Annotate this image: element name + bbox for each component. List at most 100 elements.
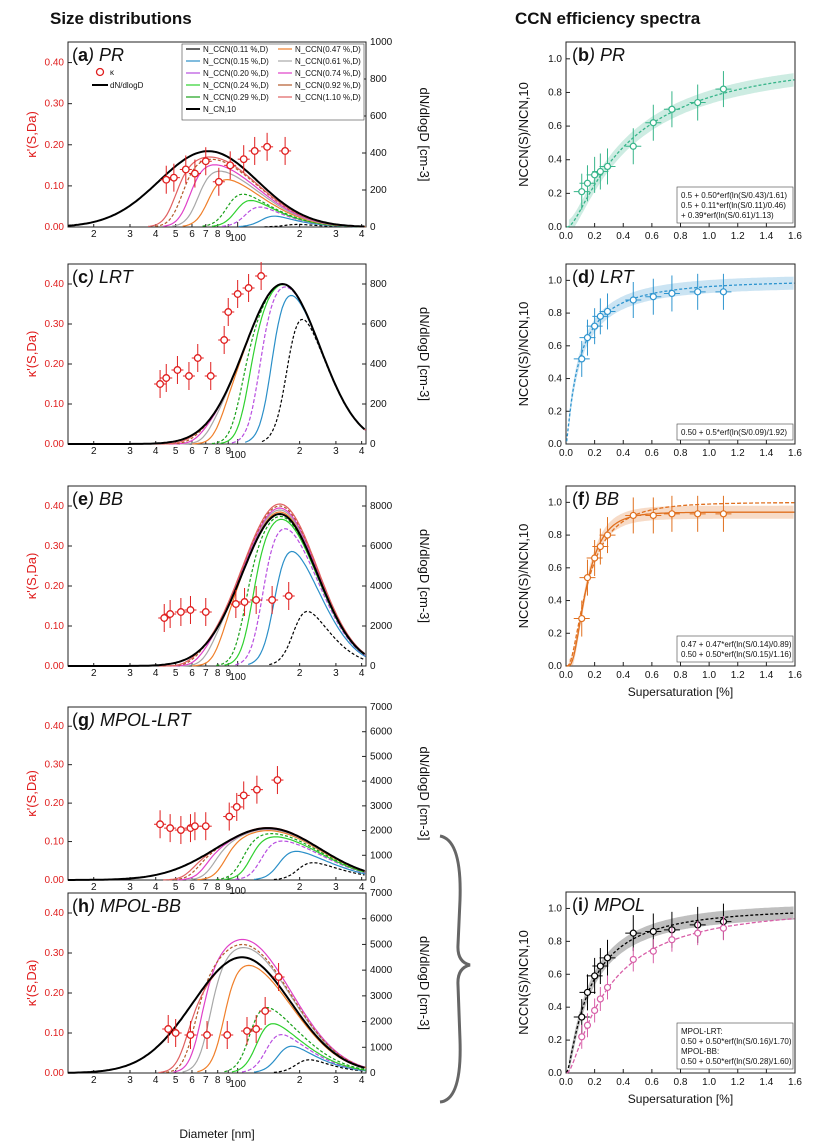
dn-axis-label: dN/dlogD [cm-3] <box>417 88 432 182</box>
dn-tick-label: 1000 <box>370 1042 393 1053</box>
dn-tick-label: 200 <box>370 399 387 410</box>
ccn-point <box>694 510 702 518</box>
ccn-curve-0.47 <box>192 283 366 445</box>
panel-letter: f <box>578 489 585 509</box>
ccn-point <box>591 171 599 179</box>
dn-tick-label: 8000 <box>370 501 393 512</box>
legend-item: N_CCN(0.15 %,D) <box>203 57 269 66</box>
legend-item: N_CCN(0.29 %,D) <box>203 93 269 102</box>
kappa-axis-label: κ'(S,Da) <box>24 553 39 600</box>
x-tick-label: 2 <box>91 446 97 457</box>
x-tick-label: 100 <box>229 672 246 683</box>
dn-tick-label: 4000 <box>370 581 393 592</box>
kappa-axis-label: κ'(S,Da) <box>24 111 39 158</box>
ccn-curve-0.61 <box>180 283 366 445</box>
dn-tick-label: 800 <box>370 279 387 290</box>
ccn-point-2 <box>603 983 612 992</box>
panel-letter-prefix: ( <box>72 267 78 287</box>
x-tick-label: 0.8 <box>674 448 688 459</box>
panel-letter: g <box>78 710 89 730</box>
fit-legend-item: 0.50 + 0.5*erf(ln(S/0.09)/1.92) <box>681 428 787 437</box>
kappa-point <box>261 1007 270 1015</box>
panel-name: ) BB <box>86 489 123 509</box>
kappa-point <box>169 173 178 182</box>
x-tick-label: 4 <box>153 882 159 893</box>
x-tick-label: 9 <box>225 882 231 893</box>
dn-tick-label: 4000 <box>370 776 393 787</box>
x-tick-label: 1.6 <box>788 231 802 242</box>
kappa-tick-label: 0.00 <box>45 439 65 450</box>
x-tick-label: 1.2 <box>731 670 745 681</box>
panel-letter: b <box>578 45 589 65</box>
kappa-point <box>160 614 169 622</box>
ccn-x-axis-label: Supersaturation [%] <box>628 685 733 699</box>
kappa-tick-label: 0.00 <box>45 875 65 886</box>
panel-name: ) LRT <box>86 267 135 287</box>
panel-name: ) PR <box>86 45 124 65</box>
kappa-point <box>173 366 182 374</box>
x-tick-label: 5 <box>173 1075 179 1086</box>
kappa-legend-marker <box>95 67 105 77</box>
ccn-curve-0.2 <box>235 528 366 666</box>
panel-letter-prefix: ( <box>72 489 78 509</box>
dn-tick-label: 400 <box>370 148 387 159</box>
x-tick-label: 8 <box>215 446 221 457</box>
y-tick-label: 0.2 <box>548 406 562 417</box>
kappa-tick-label: 0.20 <box>45 140 65 151</box>
ccn-point <box>668 105 676 113</box>
x-tick-label: 0.6 <box>645 670 659 681</box>
ccn-curve-0.11 <box>261 318 366 443</box>
ccn-point <box>596 542 604 551</box>
ccn-point <box>629 929 637 937</box>
ccn-point <box>591 554 599 562</box>
ccn-axis-label: NCCN(S)/NCN,10 <box>516 524 531 629</box>
ccn-panel-b: 0.0 0.2 0.4 0.6 0.8 1.0 0.0 0.2 0.4 0.6 0.8 1.0 1.2 1… <box>516 41 802 242</box>
kappa-legend: κ dN/dlogD <box>92 67 144 90</box>
x-tick-label: 1.4 <box>759 231 773 242</box>
x-tick-label: 3 <box>127 1075 133 1086</box>
y-tick-label: 0.2 <box>548 1035 562 1046</box>
kappa-tick-label: 0.10 <box>45 181 65 192</box>
ccn-point <box>629 142 637 150</box>
y-tick-label: 0.6 <box>548 563 562 574</box>
kappa-point <box>223 1031 232 1039</box>
legend-item: N_CCN(0.20 %,D) <box>203 69 269 78</box>
dn-tick-label: 1000 <box>370 37 393 48</box>
x-tick-label: 2 <box>297 882 303 893</box>
plot-frame <box>67 485 367 667</box>
panel-label-d: (d) LRT <box>572 267 636 287</box>
ccn-point <box>583 574 592 582</box>
ccn-point-2 <box>649 947 657 955</box>
dn-tick-label: 3000 <box>370 991 393 1002</box>
brace <box>439 834 471 1104</box>
panel-label-i: (i) MPOL <box>572 895 645 915</box>
y-tick-label: 0.8 <box>548 87 562 98</box>
x-tick-label: 8 <box>215 229 221 240</box>
x-tick-label: 6 <box>189 229 195 240</box>
kappa-point <box>257 272 266 280</box>
kappa-point <box>273 776 282 784</box>
x-tick-label: 6 <box>189 1075 195 1086</box>
kappa-tick-label: 0.20 <box>45 581 65 592</box>
y-tick-label: 0.4 <box>548 374 562 385</box>
ccn-curve-0.2 <box>241 1033 366 1073</box>
x-tick-label: 0.2 <box>588 448 602 459</box>
kappa-axis-label: κ'(S,Da) <box>24 770 39 817</box>
ccn-curve-0.74 <box>173 938 366 1073</box>
x-tick-label: 0.4 <box>616 231 630 242</box>
x-tick-label: 0.6 <box>645 231 659 242</box>
fit-band <box>568 276 794 429</box>
ncn-curve <box>68 512 366 667</box>
ccn-point <box>649 511 657 520</box>
x-tick-label: 0.2 <box>588 670 602 681</box>
ccn-curve-0.74 <box>170 507 365 667</box>
x-tick-label: 2 <box>91 229 97 240</box>
x-tick-label: 6 <box>189 668 195 679</box>
ccn-point <box>583 179 592 187</box>
y-tick-label: 1.0 <box>548 497 562 508</box>
ccn-curve-0.15 <box>253 850 366 880</box>
fit-legend-box <box>676 635 794 663</box>
dn-tick-label: 0 <box>370 1068 376 1079</box>
kappa-point <box>156 380 165 388</box>
